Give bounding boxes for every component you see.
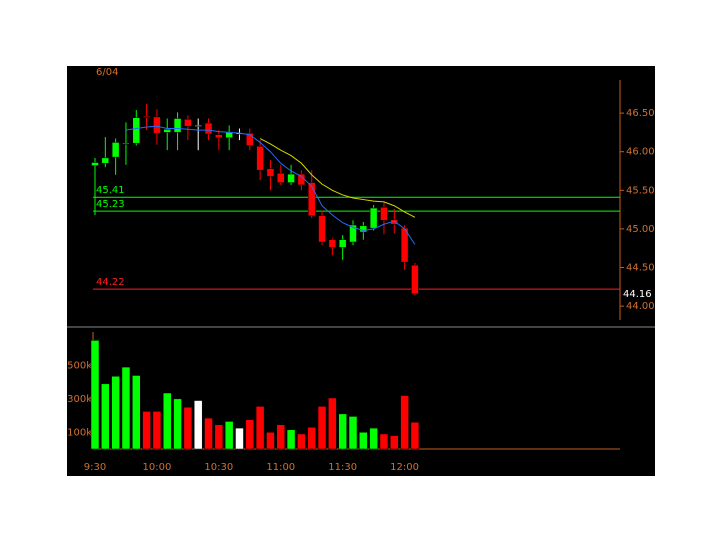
volume-bar <box>90 340 100 450</box>
candle-body <box>225 132 233 139</box>
moving-average <box>259 138 416 218</box>
x-tick-label: 11:30 <box>328 462 357 473</box>
volume-bar <box>266 432 275 450</box>
volume-bar <box>328 397 337 450</box>
candle-body <box>277 173 285 183</box>
volume-bar <box>317 406 327 450</box>
volume-bar <box>111 376 120 450</box>
volume-bar <box>173 398 182 450</box>
x-tick-label: 9:30 <box>84 462 106 473</box>
volume-bar <box>183 406 193 450</box>
candle-body <box>297 173 306 186</box>
volume-bar <box>152 411 162 450</box>
candle-body <box>359 225 368 233</box>
candle-body <box>184 119 192 127</box>
volume-bar <box>276 424 286 450</box>
candle-body <box>246 132 254 146</box>
y-tick-label: 44.00 <box>626 301 655 312</box>
y-tick-label: 45.00 <box>626 224 655 235</box>
candle-body <box>307 182 316 217</box>
volume-bar <box>338 413 347 450</box>
volume-bar <box>297 433 306 450</box>
candle-body <box>173 118 182 133</box>
volume-bar <box>162 392 172 450</box>
volume-bar <box>390 435 399 450</box>
volume-bar <box>224 421 234 450</box>
volume-bar <box>193 400 203 450</box>
candle-body <box>142 115 151 118</box>
volume-bar <box>101 383 110 450</box>
volume-tick-label: 500k <box>67 360 92 371</box>
candle-body <box>215 134 223 139</box>
volume-bar <box>132 375 141 450</box>
candle-body <box>338 239 347 248</box>
volume-bar <box>214 424 224 450</box>
volume-tick-label: 100k <box>67 427 92 438</box>
last-price-label: 44.16 <box>623 289 652 300</box>
y-tick-label: 46.00 <box>626 147 655 158</box>
level-label: 45.23 <box>96 199 125 210</box>
volume-bar <box>235 427 244 450</box>
volume-tick-label: 300k <box>67 394 92 405</box>
volume-bar <box>410 422 420 450</box>
candle-body <box>111 142 120 158</box>
candle-body <box>256 146 264 171</box>
volume-bar <box>204 417 213 450</box>
volume-bar <box>400 395 409 450</box>
candle-body <box>318 215 326 243</box>
volume-bar <box>255 406 265 450</box>
candle-body <box>163 129 171 133</box>
candle-body <box>369 207 378 229</box>
volume-bar <box>369 427 378 450</box>
candle-body <box>132 117 141 144</box>
candle-body <box>411 264 419 295</box>
candle-body <box>328 239 337 248</box>
candle-body <box>380 207 388 221</box>
volume-bar <box>245 419 255 450</box>
y-tick-label: 46.50 <box>626 108 655 119</box>
y-tick-label: 45.50 <box>626 185 655 196</box>
candle-body <box>204 122 213 135</box>
volume-bar <box>348 416 358 450</box>
candle-body <box>91 162 99 166</box>
volume-bar <box>286 429 296 450</box>
volume-bar <box>379 433 389 450</box>
candle-body <box>287 173 295 183</box>
level-label: 45.41 <box>96 185 125 196</box>
candle-body <box>101 157 110 164</box>
candle-body <box>400 227 409 263</box>
volume-bar <box>307 427 316 450</box>
candle-body <box>266 168 275 177</box>
candle-body <box>194 125 202 127</box>
volume-bar <box>142 411 151 450</box>
x-tick-label: 10:30 <box>204 462 233 473</box>
x-tick-label: 11:00 <box>266 462 295 473</box>
volume-bar <box>121 366 131 450</box>
date-label: 6/04 <box>96 67 118 78</box>
volume-bar <box>359 432 368 450</box>
x-tick-label: 10:00 <box>143 462 172 473</box>
y-tick-label: 44.50 <box>626 263 655 274</box>
candle-body <box>349 224 357 243</box>
candle-body <box>122 142 130 145</box>
x-tick-label: 12:00 <box>390 462 419 473</box>
candle-body <box>153 116 161 134</box>
moving-average <box>125 125 416 245</box>
level-label: 44.22 <box>96 277 125 288</box>
